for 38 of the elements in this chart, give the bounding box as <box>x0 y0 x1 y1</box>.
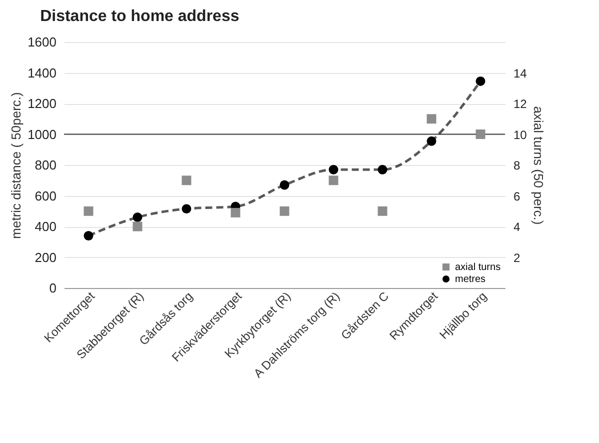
y2-tick-label: 8 <box>514 158 520 172</box>
point <box>476 76 486 86</box>
y-tick-label: 0 <box>49 280 56 296</box>
y-tick-label: 1200 <box>28 96 56 111</box>
y-tick-label: 600 <box>34 188 56 204</box>
y-tick-label: 200 <box>34 250 56 265</box>
y-tick-label: 800 <box>34 158 56 172</box>
y2-tick-label: 12 <box>514 97 528 111</box>
y2-tick-label: 6 <box>514 189 520 204</box>
y2-axis-title: axial turns (50 perc.) <box>530 106 546 225</box>
y2-tick-label: 10 <box>514 128 528 142</box>
chart-title: Distance to home address <box>40 8 240 25</box>
point <box>84 206 94 216</box>
point <box>328 164 338 174</box>
point <box>182 176 192 186</box>
y-tick-label: 1400 <box>28 65 56 80</box>
y2-tick-label: 4 <box>514 220 520 234</box>
point <box>378 206 388 216</box>
point <box>84 230 94 240</box>
point <box>132 212 142 222</box>
legend-label: metres <box>455 274 486 285</box>
y2-tick-label: 14 <box>514 66 528 80</box>
point <box>328 176 338 186</box>
point <box>280 180 290 190</box>
y-axis-title: metric distance ( 50perc.) <box>8 92 24 239</box>
point <box>280 206 290 216</box>
y-tick-label: 1600 <box>28 34 56 50</box>
point <box>378 164 388 174</box>
y-tick-label: 1000 <box>28 126 56 142</box>
point <box>182 204 192 214</box>
point <box>476 130 486 139</box>
y2-tick-label: 2 <box>514 250 520 265</box>
legend-label: axial turns <box>455 262 501 273</box>
point <box>426 114 436 124</box>
point <box>426 136 436 146</box>
point <box>132 222 142 232</box>
point <box>230 208 240 218</box>
y-tick-label: 400 <box>34 219 56 234</box>
